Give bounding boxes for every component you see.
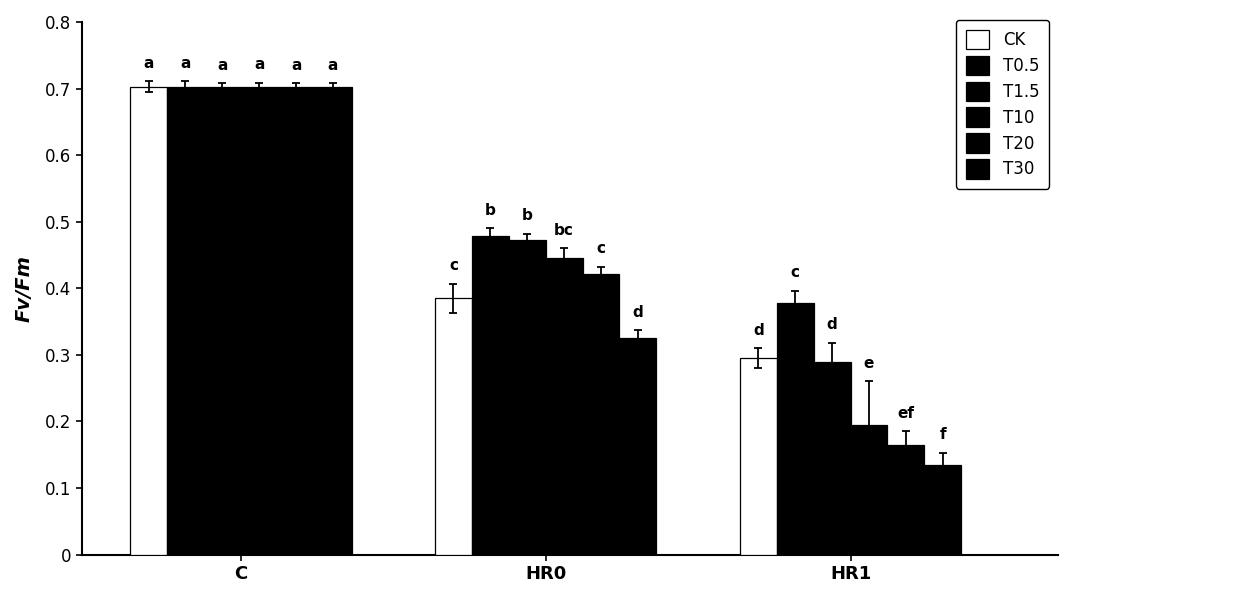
Text: a: a — [217, 57, 227, 72]
Text: d: d — [632, 304, 644, 319]
Text: bc: bc — [554, 222, 574, 237]
Bar — [241, 87, 278, 554]
Text: a: a — [254, 57, 264, 72]
Bar — [130, 87, 167, 554]
Bar — [278, 87, 315, 554]
Text: c: c — [596, 242, 605, 257]
Text: ef: ef — [898, 406, 914, 421]
Bar — [167, 87, 203, 554]
Bar — [620, 338, 656, 554]
Text: b: b — [485, 203, 496, 218]
Y-axis label: Fv/Fm: Fv/Fm — [15, 255, 33, 322]
Bar — [583, 274, 620, 554]
Bar — [813, 362, 851, 554]
Bar — [472, 236, 508, 554]
Text: a: a — [327, 57, 339, 72]
Bar — [851, 425, 888, 554]
Text: a: a — [291, 57, 301, 72]
Bar — [435, 298, 472, 554]
Text: c: c — [791, 266, 800, 280]
Text: a: a — [180, 56, 191, 71]
Bar — [203, 87, 241, 554]
Bar — [924, 465, 961, 554]
Text: d: d — [753, 322, 764, 337]
Bar — [508, 240, 546, 554]
Bar — [888, 445, 924, 554]
Bar — [546, 258, 583, 554]
Bar — [776, 303, 813, 554]
Bar — [315, 87, 351, 554]
Bar — [740, 358, 776, 554]
Text: f: f — [940, 427, 946, 442]
Legend: CK, T0.5, T1.5, T10, T20, T30: CK, T0.5, T1.5, T10, T20, T30 — [956, 20, 1049, 188]
Text: c: c — [449, 258, 458, 273]
Text: b: b — [522, 208, 533, 223]
Text: a: a — [144, 56, 154, 71]
Text: d: d — [827, 317, 837, 332]
Text: e: e — [864, 356, 874, 371]
